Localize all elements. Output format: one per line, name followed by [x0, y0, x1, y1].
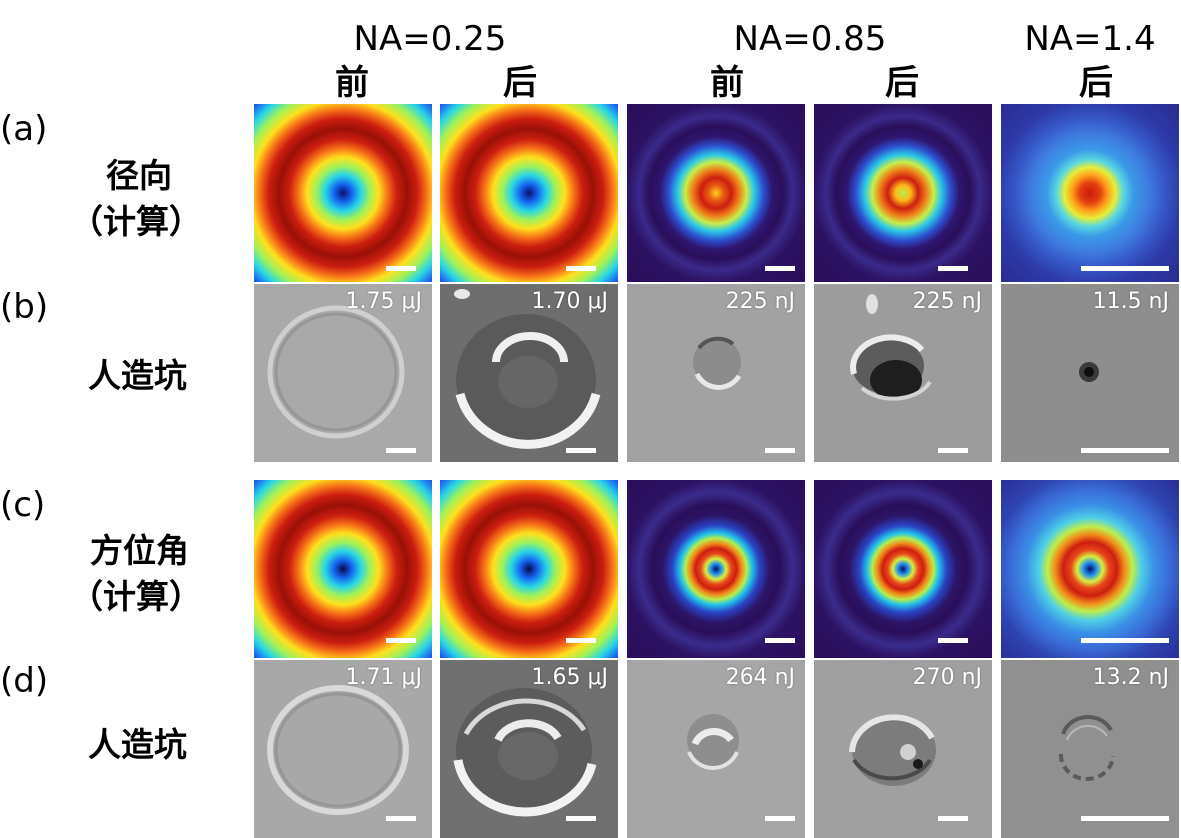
row-d-label: 人造坑 — [88, 725, 187, 764]
pulse-energy-label: 225 nJ — [725, 289, 795, 314]
pulse-energy-label: 11.5 nJ — [1092, 289, 1169, 314]
scale-bar — [938, 448, 968, 453]
scale-bar — [1081, 638, 1169, 643]
scale-bar — [566, 638, 596, 643]
sem-crater-radial-na085-after: 225 nJ — [814, 284, 992, 462]
pulse-energy-label: 1.65 μJ — [531, 665, 608, 690]
sim-radial-na14-after — [1001, 104, 1179, 282]
row-c-label-line2: （计算） — [70, 577, 202, 616]
row-a-label-line1: 径向 — [106, 156, 172, 195]
scale-bar — [386, 816, 416, 821]
sem-crater-radial-na085-before: 225 nJ — [627, 284, 805, 462]
row-tag-a: (a) — [0, 109, 48, 149]
column-label-after-na085: 后 — [885, 63, 919, 103]
row-b-label: 人造坑 — [88, 356, 187, 395]
row-c-label-line1: 方位角 — [90, 531, 189, 570]
scale-bar — [566, 816, 596, 821]
scale-bar — [765, 638, 795, 643]
sem-crater-radial-na025-after: 1.70 μJ — [440, 284, 618, 462]
scale-bar — [1081, 816, 1169, 821]
row-tag-d: (d) — [0, 661, 49, 701]
scale-bar — [1081, 266, 1169, 271]
scale-bar — [386, 266, 416, 271]
sim-radial-na085-after — [814, 104, 992, 282]
sem-crater-azimuthal-na085-after: 270 nJ — [814, 660, 992, 838]
sim-azimuthal-na085-after — [814, 480, 992, 658]
sim-radial-na085-before — [627, 104, 805, 282]
scale-bar — [765, 816, 795, 821]
na-label-0.25: NA=0.25 — [353, 19, 507, 59]
pulse-energy-label: 13.2 nJ — [1092, 665, 1169, 690]
na-label-1.4: NA=1.4 — [1024, 19, 1156, 59]
scale-bar — [765, 448, 795, 453]
sem-crater-azimuthal-na025-before: 1.71 μJ — [254, 660, 432, 838]
na-label-0.85: NA=0.85 — [733, 19, 887, 59]
pulse-energy-label: 270 nJ — [912, 665, 982, 690]
sim-azimuthal-na085-before — [627, 480, 805, 658]
sim-radial-na025-after — [440, 104, 618, 282]
scale-bar — [386, 638, 416, 643]
sim-radial-na025-before — [254, 104, 432, 282]
scale-bar — [1081, 448, 1169, 453]
sem-crater-azimuthal-na14-after: 13.2 nJ — [1001, 660, 1179, 838]
row-a-label-line2: （计算） — [70, 202, 202, 241]
pulse-energy-label: 1.70 μJ — [531, 289, 608, 314]
pulse-energy-label: 1.71 μJ — [345, 665, 422, 690]
column-label-before-na025: 前 — [335, 63, 369, 103]
scale-bar — [765, 266, 795, 271]
sem-crater-azimuthal-na025-after: 1.65 μJ — [440, 660, 618, 838]
scale-bar — [566, 448, 596, 453]
sim-azimuthal-na025-before — [254, 480, 432, 658]
column-label-after-na025: 后 — [503, 63, 537, 103]
column-label-before-na085: 前 — [710, 63, 744, 103]
scale-bar — [938, 816, 968, 821]
sem-crater-azimuthal-na085-before: 264 nJ — [627, 660, 805, 838]
sim-azimuthal-na025-after — [440, 480, 618, 658]
row-tag-c: (c) — [0, 485, 46, 525]
sim-azimuthal-na14-after — [1001, 480, 1179, 658]
scale-bar — [938, 638, 968, 643]
pulse-energy-label: 1.75 μJ — [345, 289, 422, 314]
pulse-energy-label: 264 nJ — [725, 665, 795, 690]
column-label-after-na14: 后 — [1079, 63, 1113, 103]
pulse-energy-label: 225 nJ — [912, 289, 982, 314]
scale-bar — [386, 448, 416, 453]
scale-bar — [938, 266, 968, 271]
row-tag-b: (b) — [0, 287, 49, 327]
sem-crater-radial-na14-after: 11.5 nJ — [1001, 284, 1179, 462]
sem-crater-radial-na025-before: 1.75 μJ — [254, 284, 432, 462]
scale-bar — [566, 266, 596, 271]
